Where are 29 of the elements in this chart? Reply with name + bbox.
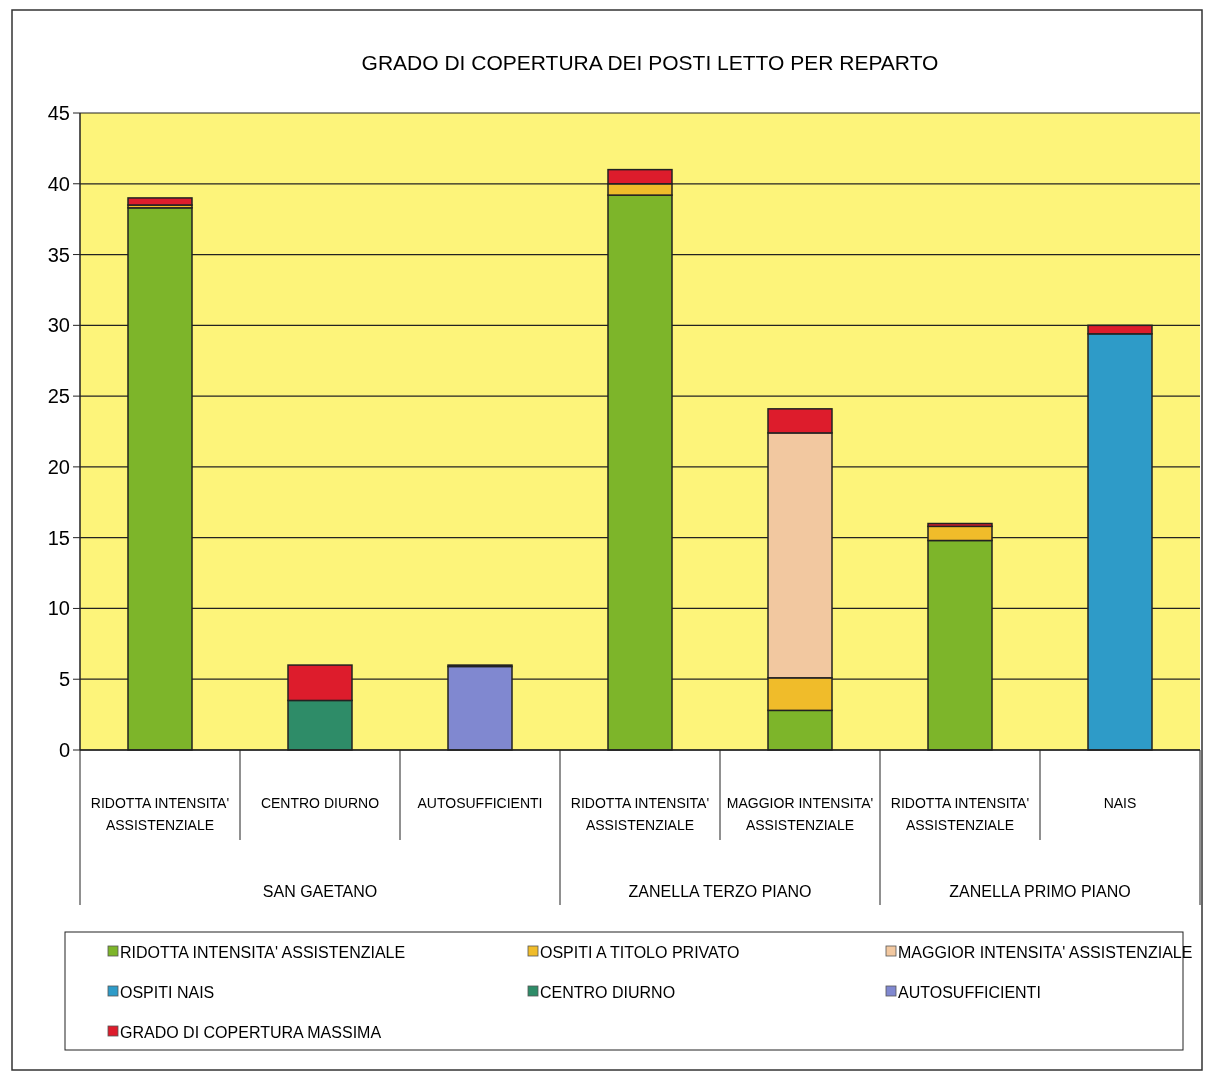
y-tick-label: 35 [47,243,70,266]
bar [127,197,193,206]
x-tick-label: RIDOTTA INTENSITA' ASSISTENZIALE [570,795,710,833]
legend-label: OSPITI A TITOLO PRIVATO [540,943,740,961]
x-tick-label: AUTOSUFFICIENTI [417,795,543,811]
x-tick-label: RIDOTTA INTENSITA' ASSISTENZIALE [890,795,1030,833]
y-tick-label: 25 [47,385,70,408]
text: ZANELLA TERZO PIANO [628,883,812,900]
y-tick-label: 10 [47,597,70,620]
y-tick-label: 30 [47,314,70,337]
y-tick-label: 20 [47,455,70,478]
chart-title: GRADO DI COPERTURA DEI POSTI LETTO PER REPARTO [361,51,939,74]
x-tick-label: NAIS [1103,795,1137,811]
x-tick-label: MAGGIOR INTENSITA' ASSISTENZIALE [726,795,874,833]
y-tick-label: 15 [47,526,70,549]
text: ZANELLA PRIMO PIANO [949,883,1131,900]
y-tick-label: 5 [58,668,70,691]
y-tick-label: 45 [47,102,70,124]
legend-label: OSPITI NAIS [120,983,215,1001]
text: SAN GAETANO [262,883,378,900]
legend-label: MAGGIOR INTENSITA' ASSISTENZIALE [898,943,1193,961]
legend-label: GRADO DI COPERTURA MASSIMA [120,1023,382,1041]
legend-label: RIDOTTA INTENSITA' ASSISTENZIALE [120,943,406,961]
y-tick-label: 40 [47,172,70,195]
legend-label: CENTRO DIURNO [540,983,676,1001]
legend-label: AUTOSUFFICIENTI [898,983,1041,1001]
y-tick-label: 0 [58,739,70,761]
x-tick-label: CENTRO DIURNO [260,795,380,811]
x-tick-label: RIDOTTA INTENSITA' ASSISTENZIALE [90,795,230,833]
